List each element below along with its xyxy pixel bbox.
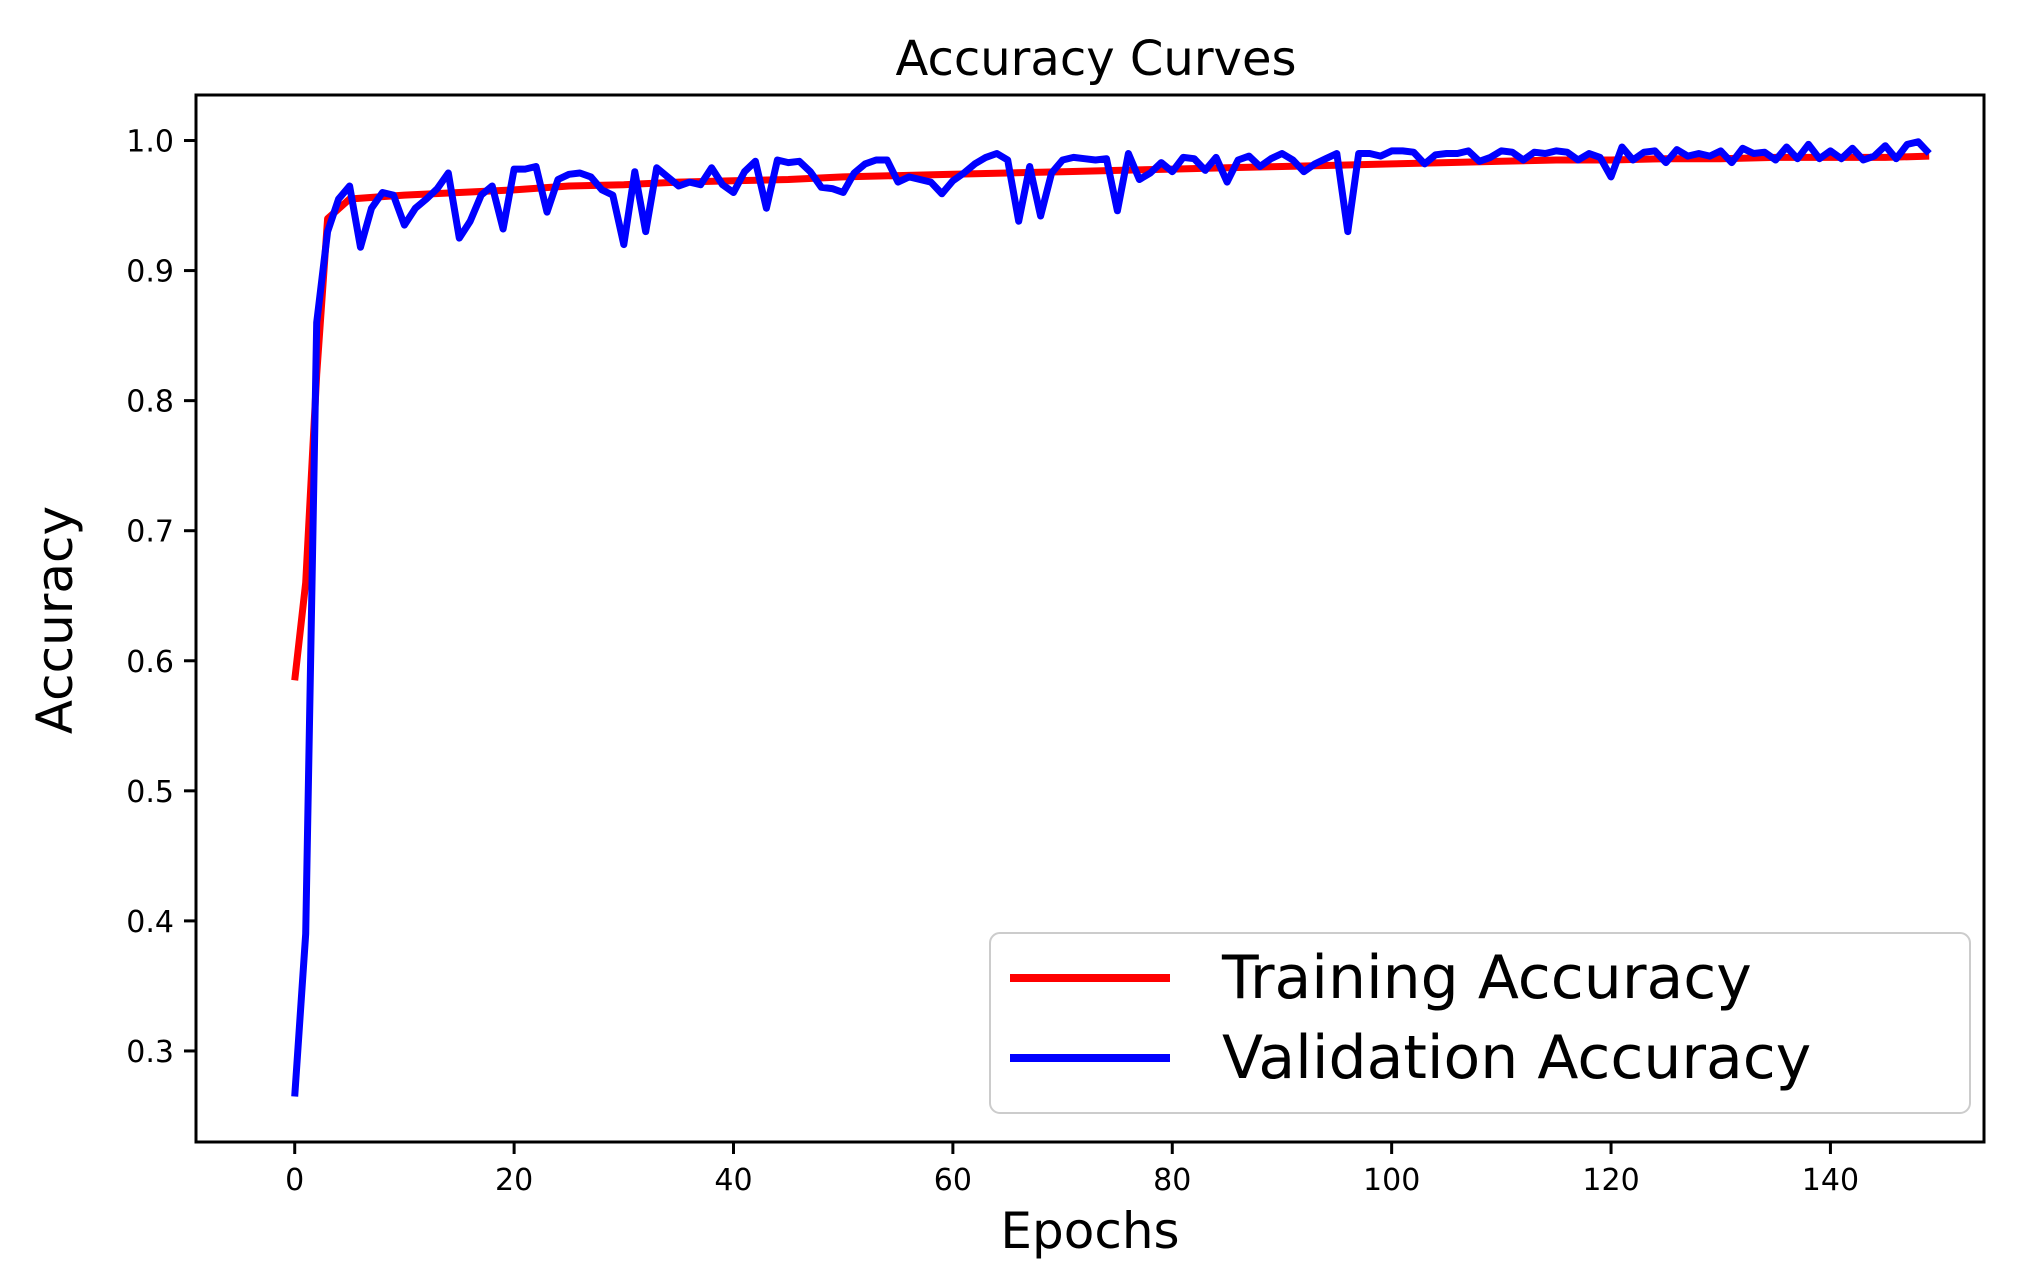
y-tick-label: 0.7	[126, 515, 174, 550]
y-tick-label: 0.3	[126, 1035, 174, 1070]
chart-title: Accuracy Curves	[895, 31, 1296, 87]
x-tick-label: 100	[1363, 1163, 1420, 1198]
y-tick-label: 0.8	[126, 385, 174, 420]
y-tick-label: 0.4	[126, 905, 174, 940]
y-axis-ticks: 0.3 0.4 0.5 0.6 0.7 0.8 0.9 1.0	[126, 125, 196, 1070]
x-tick-label: 40	[714, 1163, 752, 1198]
training-accuracy-line	[291, 152, 1930, 681]
y-tick-label: 0.6	[126, 645, 174, 680]
x-tick-label: 20	[495, 1163, 533, 1198]
legend-label-training: Training Accuracy	[1221, 943, 1752, 1013]
x-axis-label: Epochs	[1000, 1202, 1179, 1260]
x-tick-label: 140	[1802, 1163, 1859, 1198]
x-tick-label: 80	[1153, 1163, 1191, 1198]
y-axis-label: Accuracy	[26, 506, 84, 734]
x-axis-ticks: 0 20 40 60 80 100 120 140	[285, 1142, 1859, 1198]
legend: Training Accuracy Validation Accuracy	[989, 932, 1971, 1114]
y-tick-label: 0.5	[126, 775, 174, 810]
x-tick-label: 60	[934, 1163, 972, 1198]
legend-label-validation: Validation Accuracy	[1222, 1023, 1811, 1093]
plot-area-frame	[194, 93, 1986, 1144]
x-tick-label: 120	[1582, 1163, 1639, 1198]
series-layer	[291, 138, 1932, 1097]
validation-accuracy-line	[291, 138, 1932, 1097]
y-tick-label: 0.9	[126, 255, 174, 290]
y-tick-label: 1.0	[126, 125, 174, 160]
x-tick-label: 0	[285, 1163, 304, 1198]
legend-box	[989, 932, 1971, 1114]
